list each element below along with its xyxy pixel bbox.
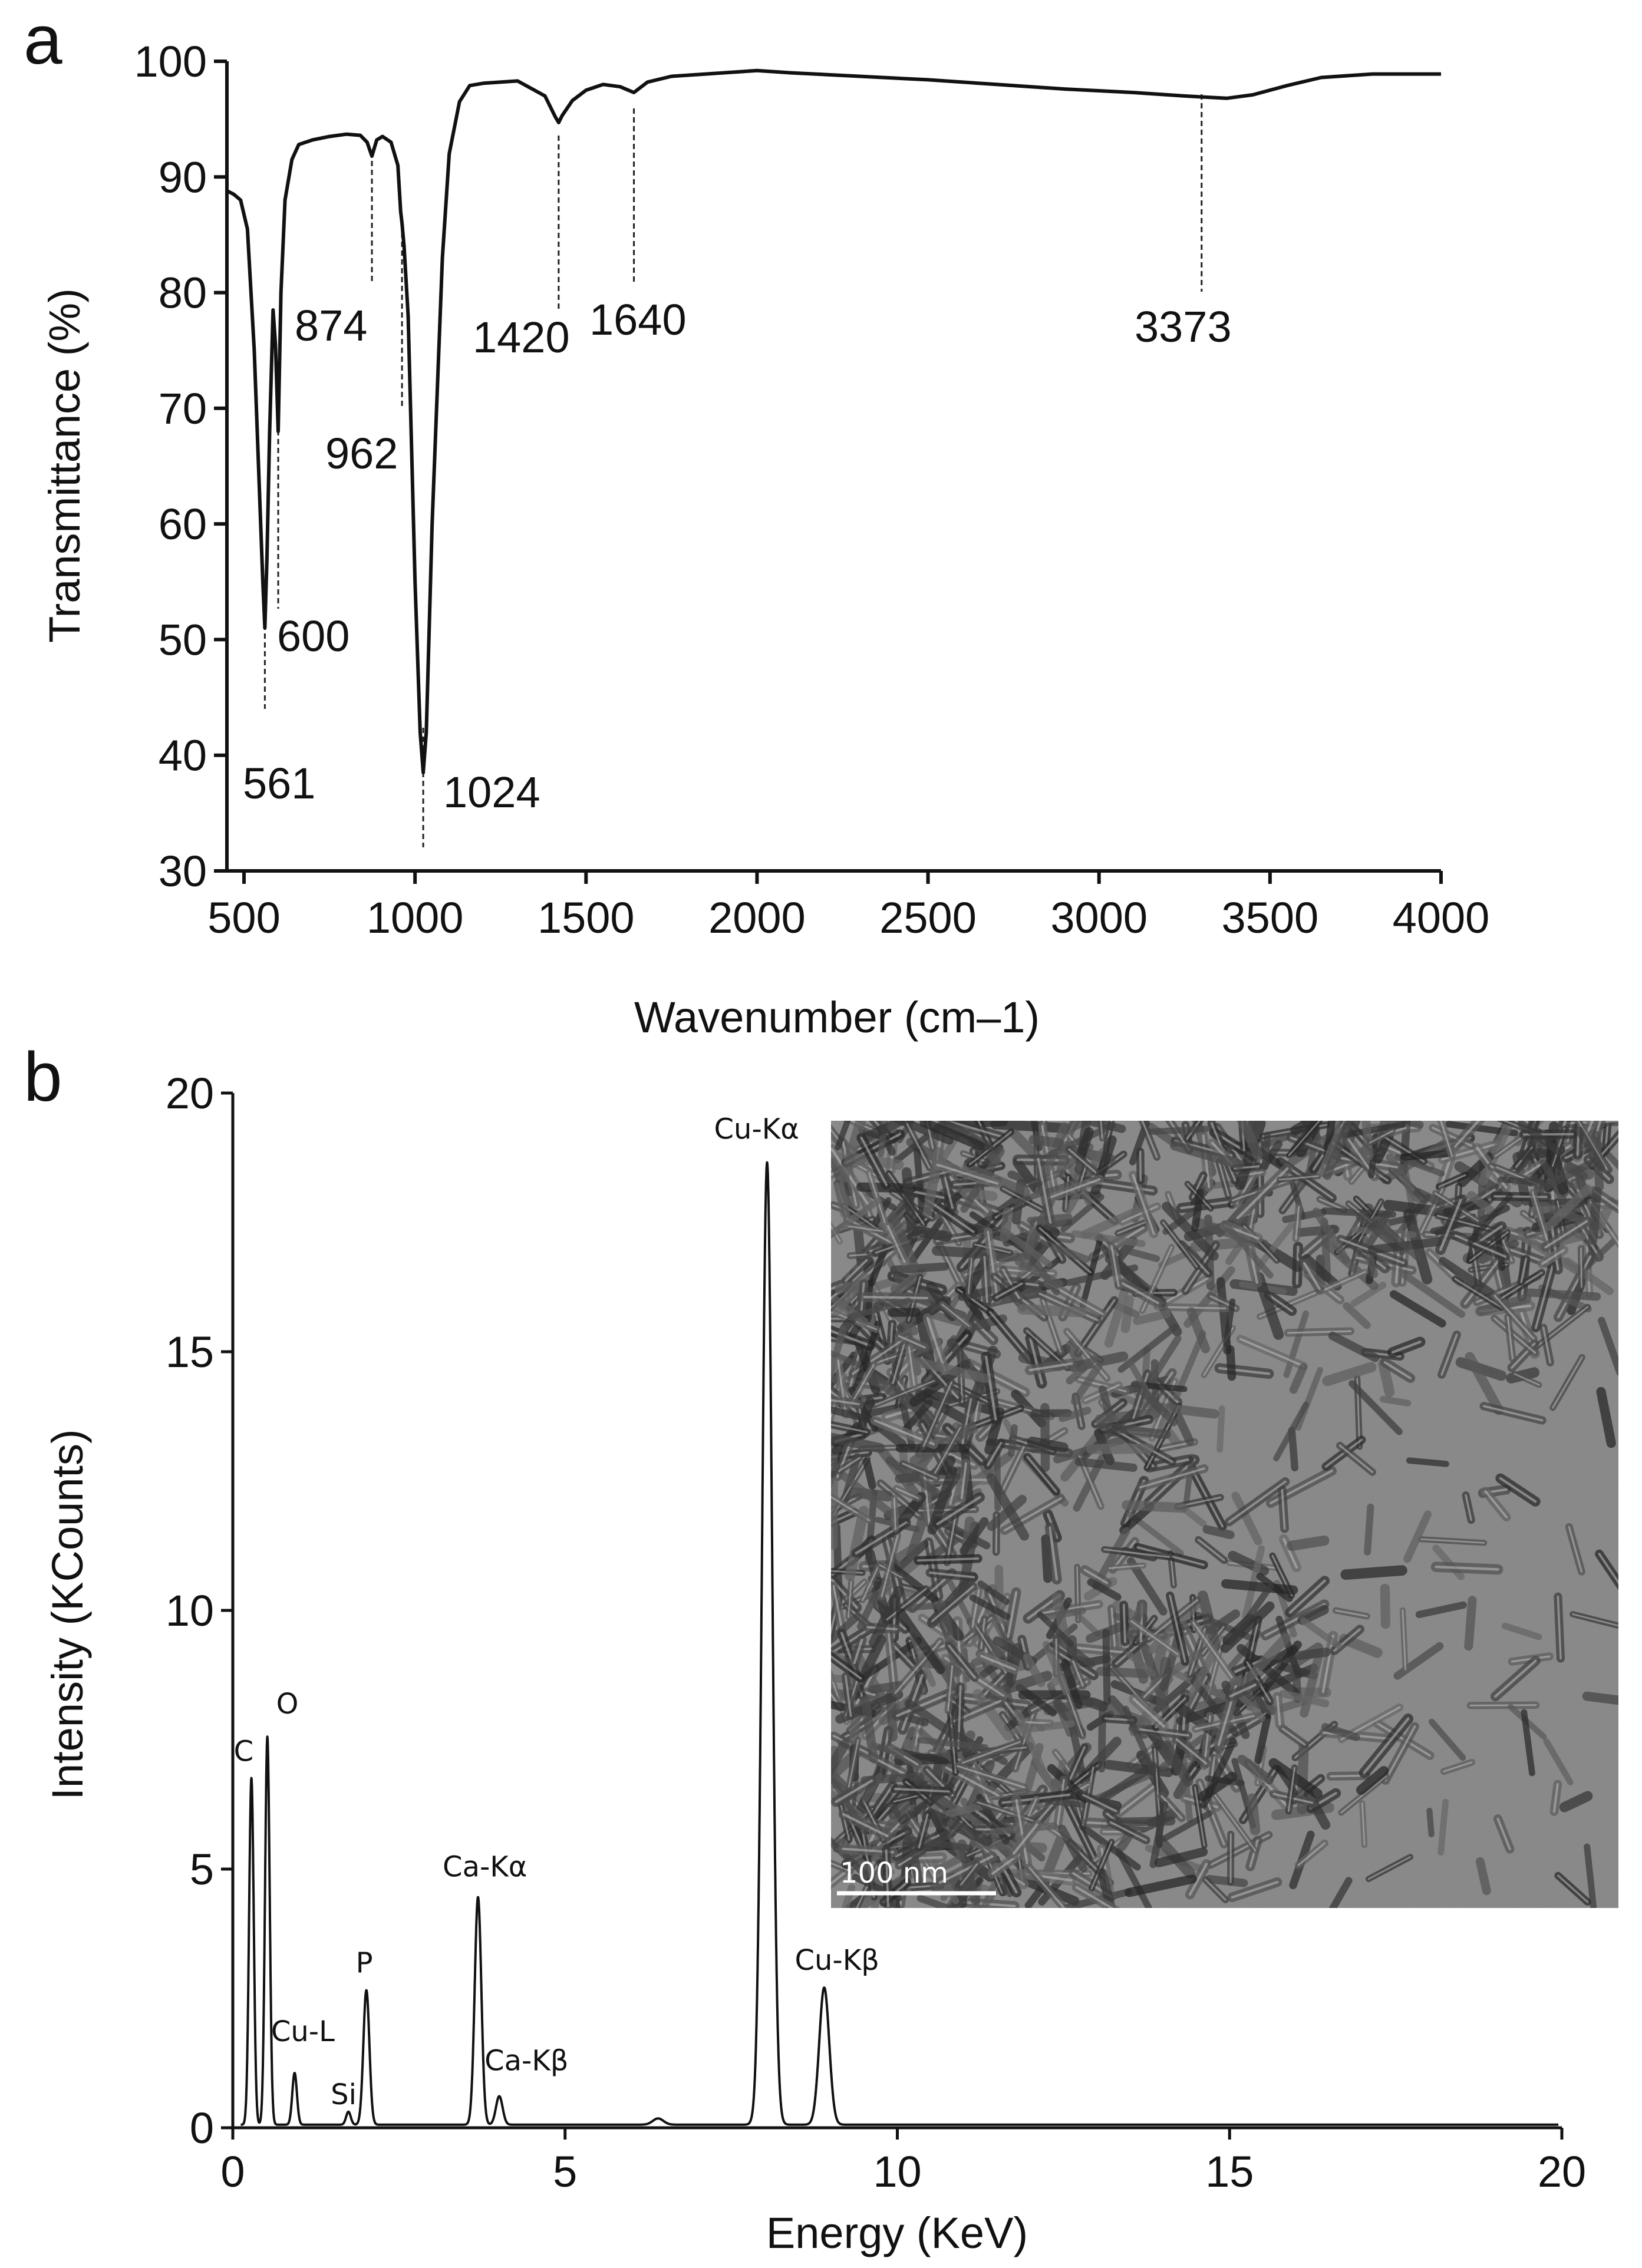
- scale-bar-label: 100 nm: [840, 1857, 948, 1890]
- ftir-peak-label-874: 874: [295, 301, 367, 350]
- ftir-y-tick-label: 100: [134, 37, 207, 86]
- ftir-y-tick-label: 90: [159, 153, 207, 202]
- eds-x-tick-label: 5: [553, 2147, 577, 2196]
- tem-inset-image: 100 nm: [831, 1121, 1618, 1908]
- ftir-peak-label-1024: 1024: [443, 768, 540, 817]
- eds-peak-label: O: [276, 1688, 299, 1721]
- eds-peak-label: P: [356, 1946, 373, 1979]
- eds-y-axis-title: Intensity (KCounts): [43, 1429, 92, 1800]
- ftir-x-axis-title: Wavenumber (cm–1): [634, 993, 1040, 1042]
- eds-x-ticks: 0 5 10 15 20: [220, 2128, 1586, 2196]
- ftir-y-tick-label: 40: [159, 731, 207, 780]
- ftir-peak-markers: 561 600 874 962 1024 1420 1640 3373: [243, 94, 1232, 847]
- eds-peak-label: Cu-Kα: [714, 1113, 799, 1146]
- panel-letter-b: b: [24, 1038, 62, 1116]
- ftir-peak-label-1420: 1420: [473, 313, 570, 362]
- ftir-x-tick-label: 1000: [367, 893, 464, 942]
- ftir-axes: [225, 61, 1441, 873]
- ftir-x-tick-label: 3000: [1050, 893, 1148, 942]
- eds-peak-label: Si: [331, 2078, 357, 2111]
- ftir-y-tick-label: 60: [159, 500, 207, 549]
- ftir-y-ticks: 30 40 50 60 70 80 90 100: [134, 37, 227, 896]
- eds-x-tick-label: 15: [1205, 2147, 1254, 2196]
- eds-peak-label: Ca-Kα: [443, 1850, 527, 1883]
- ftir-peak-label-561: 561: [243, 759, 315, 808]
- ftir-y-tick-label: 30: [159, 847, 207, 896]
- ftir-x-tick-label: 500: [207, 893, 280, 942]
- eds-x-axis-title: Energy (KeV): [766, 2208, 1028, 2257]
- ftir-peak-label-600: 600: [277, 612, 349, 661]
- eds-y-tick-label: 0: [190, 2104, 214, 2153]
- eds-peak-label: Cu-L: [271, 2015, 335, 2048]
- eds-peak-label: Ca-Kβ: [484, 2044, 568, 2077]
- ftir-y-tick-label: 70: [159, 384, 207, 433]
- ftir-y-tick-label: 50: [159, 615, 207, 664]
- eds-peak-labels: CO Cu-L Si P Ca-Kα Ca-Kβ Cu-Kα Cu-Kβ: [234, 1113, 879, 2111]
- panel-a: a 30 40 50 60 70 80 90 100 500 1000 1500 2000 2500 3…: [24, 1, 1489, 1042]
- ftir-x-tick-label: 3500: [1222, 893, 1319, 942]
- ftir-peak-label-3373: 3373: [1135, 302, 1232, 351]
- ftir-spectrum-line: [226, 68, 1441, 775]
- ftir-peak-label-1640: 1640: [589, 295, 687, 344]
- eds-peak-label: Cu-Kβ: [794, 1944, 879, 1977]
- eds-y-ticks: 0 5 10 15 20: [166, 1069, 233, 2153]
- eds-y-tick-label: 10: [166, 1586, 214, 1635]
- ftir-y-tick-label: 80: [159, 269, 207, 318]
- eds-y-tick-label: 15: [166, 1328, 214, 1376]
- eds-spectrum-line: [240, 1161, 1559, 2126]
- eds-y-tick-label: 20: [166, 1069, 214, 1118]
- ftir-x-ticks: 500 1000 1500 2000 2500 3000 3500 4000: [207, 871, 1489, 942]
- ftir-x-tick-label: 1500: [538, 893, 635, 942]
- eds-x-tick-label: 10: [873, 2147, 921, 2196]
- ftir-peak-label-962: 962: [325, 429, 398, 478]
- eds-y-tick-label: 5: [190, 1845, 214, 1894]
- eds-x-tick-label: 20: [1538, 2147, 1586, 2196]
- eds-peak-label: C: [234, 1735, 254, 1768]
- scale-bar: 100 nm: [837, 1857, 996, 1896]
- eds-x-tick-label: 0: [220, 2147, 245, 2196]
- ftir-y-axis-title: Transmittance (%): [40, 288, 89, 643]
- ftir-x-tick-label: 4000: [1393, 893, 1490, 942]
- ftir-x-tick-label: 2000: [708, 893, 806, 942]
- panel-letter-a: a: [24, 1, 62, 79]
- ftir-x-tick-label: 2500: [879, 893, 977, 942]
